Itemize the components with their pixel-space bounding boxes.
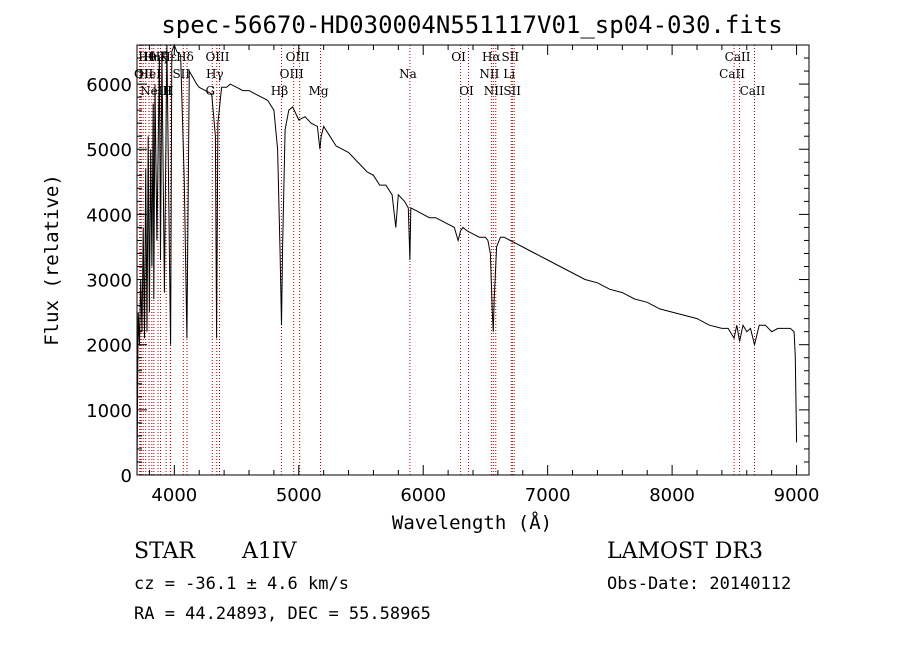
x-tick-label-2: 6000 <box>400 485 446 506</box>
spectral-line-labels: OII Hθ HeI Hη NeIII HζK H Hε SII Hδ G Hγ OIII Hβ OIII O… <box>134 50 766 98</box>
x-tick-label-4: 8000 <box>649 485 695 506</box>
x-tick-label-0: 4000 <box>151 485 197 506</box>
line-label-17-0: OIII <box>205 50 229 64</box>
line-label-20-0: OIII <box>286 50 310 64</box>
y-axis-label: Flux (relative) <box>41 174 63 346</box>
x-tick-label-3: 7000 <box>525 485 571 506</box>
line-label-21-0: Mg <box>309 84 329 98</box>
line-label-18-0: Hβ <box>271 84 288 98</box>
line-label-15-0: G <box>205 84 215 98</box>
line-label-7-0: Hη <box>143 50 161 64</box>
line-label-29-0: SII <box>501 50 519 64</box>
spectral-subclass: A1IV <box>242 539 297 564</box>
spectrum-chart: spec-56670-HD030004N551117V01_sp04-030.f… <box>41 11 820 534</box>
y-tick-label-3: 3000 <box>86 271 132 292</box>
observation-date: Obs-Date: 20140112 <box>607 574 792 594</box>
chart-title: spec-56670-HD030004N551117V01_sp04-030.f… <box>161 11 782 39</box>
line-label-27-0: NII <box>484 84 504 98</box>
y-tick-label-6: 6000 <box>86 75 132 96</box>
ra-dec-coordinates: RA = 44.24893, DEC = 55.58965 <box>134 604 431 624</box>
line-label-8-0: NeIII <box>140 84 172 98</box>
line-label-14-0: Hδ <box>176 50 194 64</box>
redshift-cz: cz = -36.1 ± 4.6 km/s <box>134 574 349 594</box>
x-axis-label: Wavelength (Å) <box>392 511 552 534</box>
y-tick-label-4: 4000 <box>86 205 132 226</box>
y-tick-label-1: 1000 <box>86 401 132 422</box>
object-class: STAR <box>134 539 195 564</box>
x-axis-ticks: 4000 5000 6000 7000 8000 9000 <box>148 45 820 506</box>
y-tick-label-0: 0 <box>121 466 132 487</box>
line-label-10-0: K <box>160 50 170 64</box>
line-label-6-0: HeI <box>139 67 162 81</box>
line-label-24-0: OI <box>459 84 474 98</box>
x-tick-label-5: 9000 <box>774 485 820 506</box>
line-label-4-0: OII <box>134 67 154 81</box>
y-tick-label-2: 2000 <box>86 336 132 357</box>
spectral-line-markers <box>139 45 755 475</box>
line-label-33-0: CaII <box>740 84 766 98</box>
line-label-28-0: Li <box>503 67 515 81</box>
y-axis-ticks: 0 1000 2000 3000 4000 5000 6000 <box>86 44 809 487</box>
line-label-23-0: OI <box>451 50 466 64</box>
line-label-25-0: NII <box>479 67 499 81</box>
line-label-31-0: CaII <box>719 67 745 81</box>
line-label-12-0: Hε <box>160 50 177 64</box>
plot-frame <box>136 44 810 476</box>
line-label-32-0: CaII <box>725 50 751 64</box>
line-label-26-0: Hα <box>482 50 501 64</box>
line-label-16-0: Hγ <box>206 67 224 81</box>
spectrum-line <box>136 43 798 476</box>
line-label-19-0: OIII <box>280 67 304 81</box>
line-label-11-0: H <box>163 84 173 98</box>
line-label-30-0: SII <box>503 84 521 98</box>
survey-name: LAMOST DR3 <box>607 539 763 564</box>
line-label-9-0: Hζ <box>150 50 167 64</box>
line-label-22-0: Na <box>399 67 417 81</box>
x-tick-label-1: 5000 <box>276 485 322 506</box>
line-label-5-0: Hθ <box>138 50 156 64</box>
y-tick-label-5: 5000 <box>86 140 132 161</box>
